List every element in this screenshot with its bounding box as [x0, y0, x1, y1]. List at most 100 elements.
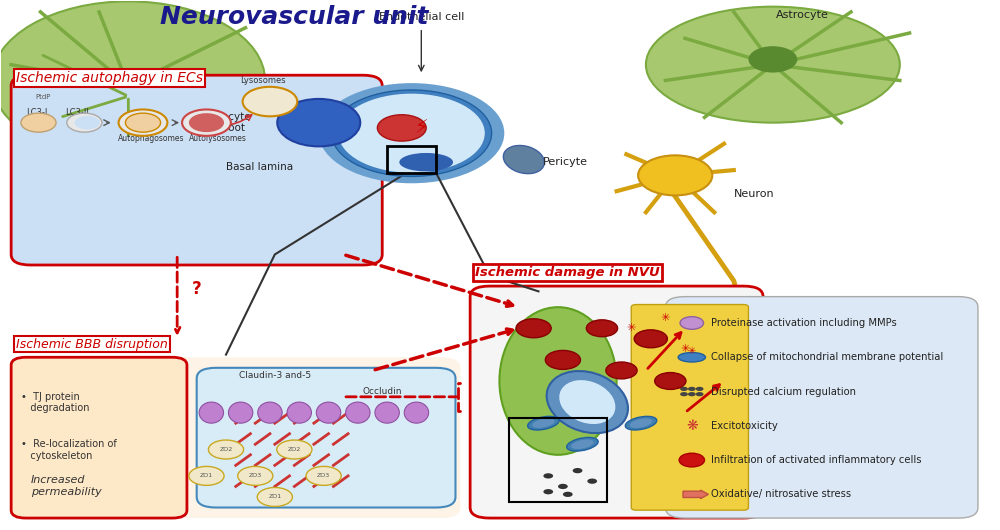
Circle shape: [21, 113, 56, 132]
Circle shape: [586, 320, 618, 337]
Text: Oxidative/ nitrosative stress: Oxidative/ nitrosative stress: [711, 489, 851, 499]
Text: Increased
permeability: Increased permeability: [31, 475, 101, 497]
Ellipse shape: [532, 418, 555, 428]
Text: PtdP: PtdP: [36, 94, 51, 100]
Text: Autolysosomes: Autolysosomes: [189, 134, 247, 143]
Text: ⚡: ⚡: [414, 118, 428, 137]
Ellipse shape: [375, 402, 399, 423]
Circle shape: [189, 466, 224, 485]
Ellipse shape: [316, 402, 341, 423]
Circle shape: [606, 362, 637, 379]
Text: ✳: ✳: [661, 313, 670, 323]
Circle shape: [587, 479, 597, 484]
Circle shape: [563, 492, 573, 497]
Text: Neuron: Neuron: [734, 189, 774, 199]
Text: Basal lamina: Basal lamina: [226, 163, 293, 172]
Ellipse shape: [346, 402, 370, 423]
Circle shape: [67, 113, 102, 132]
Text: Astrocyte
end-foot: Astrocyte end-foot: [202, 112, 251, 134]
Circle shape: [277, 440, 312, 459]
Ellipse shape: [0, 2, 265, 160]
Circle shape: [679, 453, 705, 467]
Text: Disrupted calcium regulation: Disrupted calcium regulation: [711, 386, 856, 396]
FancyBboxPatch shape: [665, 297, 978, 518]
Circle shape: [306, 466, 341, 485]
Text: ✳: ✳: [688, 346, 696, 356]
FancyBboxPatch shape: [11, 357, 187, 518]
Circle shape: [545, 350, 580, 369]
Text: Ischemic BBB disruption: Ischemic BBB disruption: [16, 338, 168, 350]
FancyBboxPatch shape: [197, 368, 455, 508]
Ellipse shape: [571, 439, 594, 449]
Text: Excitotoxicity: Excitotoxicity: [711, 421, 778, 431]
Circle shape: [688, 392, 696, 396]
Bar: [387, 146, 436, 173]
FancyArrow shape: [683, 490, 708, 499]
Text: Collapse of mitochondrial membrane potential: Collapse of mitochondrial membrane poten…: [711, 352, 944, 363]
Circle shape: [243, 87, 297, 116]
Text: Ischemic autophagy in ECs: Ischemic autophagy in ECs: [16, 71, 203, 85]
Ellipse shape: [404, 402, 429, 423]
Ellipse shape: [277, 99, 360, 146]
Circle shape: [119, 110, 167, 136]
Circle shape: [543, 489, 553, 494]
Text: Ischemic damage in NVU: Ischemic damage in NVU: [475, 267, 660, 279]
Circle shape: [338, 94, 485, 173]
Circle shape: [125, 113, 161, 132]
Circle shape: [516, 319, 551, 338]
Text: Lysosomes: Lysosomes: [240, 76, 286, 85]
Ellipse shape: [567, 437, 598, 451]
FancyBboxPatch shape: [11, 75, 382, 265]
Text: Neurovascular unit: Neurovascular unit: [160, 5, 429, 29]
Circle shape: [748, 46, 797, 73]
Circle shape: [680, 316, 704, 329]
Circle shape: [543, 473, 553, 479]
Bar: [509, 418, 607, 502]
Text: ZO3: ZO3: [317, 473, 330, 479]
Ellipse shape: [228, 402, 253, 423]
FancyBboxPatch shape: [631, 305, 748, 510]
Circle shape: [655, 373, 686, 390]
Text: ZO3: ZO3: [249, 473, 262, 479]
Text: ✳: ✳: [627, 323, 636, 333]
FancyBboxPatch shape: [11, 357, 460, 518]
Circle shape: [638, 155, 712, 196]
Text: Astrocyte: Astrocyte: [776, 10, 829, 20]
Circle shape: [319, 83, 504, 183]
Ellipse shape: [646, 7, 900, 122]
Text: Endothelial cell: Endothelial cell: [379, 12, 464, 22]
Text: Claudin-3 and-5: Claudin-3 and-5: [239, 372, 311, 381]
Ellipse shape: [287, 402, 311, 423]
Text: ZO2: ZO2: [288, 447, 301, 452]
Ellipse shape: [499, 307, 617, 455]
Text: Infiltration of activated inflammatory cells: Infiltration of activated inflammatory c…: [711, 455, 922, 465]
Text: Occludin: Occludin: [362, 387, 402, 396]
Text: LC3-II: LC3-II: [65, 108, 89, 117]
Ellipse shape: [630, 418, 652, 428]
Text: Pericyte: Pericyte: [543, 157, 588, 167]
Circle shape: [696, 387, 704, 391]
Ellipse shape: [678, 352, 705, 362]
FancyBboxPatch shape: [470, 286, 763, 518]
Circle shape: [257, 488, 292, 507]
Text: ✳: ✳: [680, 344, 690, 355]
Circle shape: [238, 466, 273, 485]
Text: ZO2: ZO2: [219, 447, 233, 452]
Circle shape: [696, 392, 704, 396]
Circle shape: [331, 90, 492, 176]
Text: •  TJ protein
   degradation: • TJ protein degradation: [21, 392, 89, 413]
Circle shape: [377, 114, 426, 141]
Text: ?: ?: [192, 280, 202, 298]
Circle shape: [558, 484, 568, 489]
Circle shape: [680, 387, 688, 391]
Circle shape: [182, 110, 231, 136]
Circle shape: [688, 387, 696, 391]
Text: Proteinase activation including MMPs: Proteinase activation including MMPs: [711, 318, 897, 328]
Ellipse shape: [625, 417, 657, 430]
Circle shape: [338, 94, 485, 173]
Circle shape: [573, 468, 582, 473]
Ellipse shape: [399, 153, 453, 171]
Ellipse shape: [258, 402, 282, 423]
Ellipse shape: [547, 371, 628, 433]
Text: ❋: ❋: [686, 419, 698, 433]
